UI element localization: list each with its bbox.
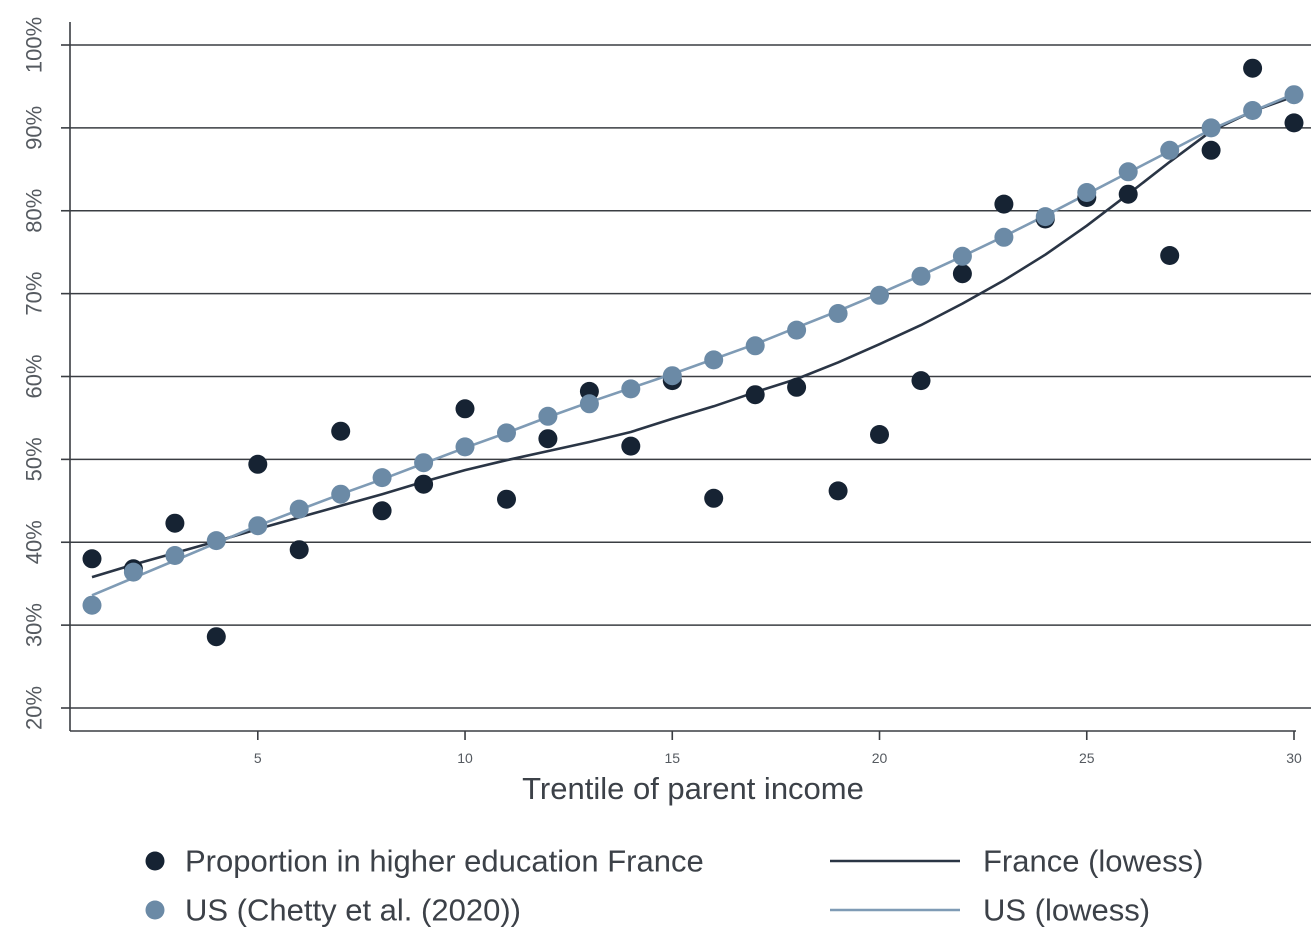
data-point	[745, 336, 765, 356]
data-point	[1243, 101, 1263, 120]
x-axis-label: Trentile of parent income	[522, 771, 864, 806]
gridlines	[70, 44, 1311, 709]
legend-label: US (Chetty et al. (2020))	[185, 893, 521, 928]
series-line	[91, 92, 1295, 597]
data-point	[248, 454, 268, 474]
y-tick-label: 20%	[22, 686, 47, 730]
data-point	[289, 499, 309, 519]
data-point	[372, 501, 392, 521]
data-point	[1243, 58, 1263, 78]
data-point	[1201, 140, 1221, 160]
data-point	[1160, 140, 1180, 160]
x-tick-label: 5	[254, 750, 262, 766]
data-point	[1118, 184, 1138, 204]
legend: Proportion in higher education France Fra…	[145, 844, 1204, 928]
x-tick-label: 15	[664, 750, 680, 766]
data-point	[1284, 113, 1304, 133]
data-point	[331, 421, 351, 441]
y-tick-label: 80%	[22, 189, 47, 233]
data-point	[455, 399, 475, 419]
data-point	[828, 304, 848, 323]
data-point	[82, 595, 102, 615]
data-point	[870, 425, 889, 444]
data-point	[828, 481, 848, 501]
data-point	[745, 385, 765, 405]
data-point	[870, 285, 889, 305]
data-point	[1160, 246, 1180, 265]
x-tick-label: 20	[872, 750, 888, 766]
data-point	[206, 627, 226, 647]
y-axis-ticks: 20% 30% 40% 50% 60% 70% 80% 90% 100%	[22, 17, 70, 730]
y-tick-label: 60%	[22, 354, 47, 398]
data-point	[994, 194, 1014, 214]
x-tick-label: 25	[1079, 750, 1095, 766]
data-point	[123, 562, 143, 582]
data-point	[579, 394, 599, 414]
legend-label: Proportion in higher education France	[185, 844, 704, 879]
data-point	[911, 371, 931, 391]
y-tick-label: 90%	[22, 106, 47, 150]
data-point	[497, 423, 516, 443]
y-tick-label: 40%	[22, 520, 47, 564]
data-point	[82, 549, 102, 569]
y-tick-label: 50%	[22, 437, 47, 481]
data-points	[82, 58, 1304, 647]
legend-label: US (lowess)	[983, 893, 1150, 928]
data-point	[1118, 162, 1138, 182]
x-tick-label: 30	[1286, 750, 1302, 766]
data-point	[538, 406, 558, 426]
data-point	[662, 366, 682, 386]
series-line	[91, 95, 1295, 579]
legend-label: France (lowess)	[983, 844, 1204, 879]
data-point	[248, 516, 268, 536]
data-point	[455, 437, 475, 457]
data-point	[414, 474, 434, 494]
data-point	[165, 513, 185, 533]
y-tick-label: 70%	[22, 272, 47, 316]
data-point	[414, 453, 434, 473]
legend-marker	[145, 900, 165, 920]
data-point	[1201, 118, 1221, 138]
data-point	[165, 546, 185, 565]
data-point	[621, 436, 641, 456]
data-point	[621, 379, 641, 399]
data-point	[952, 264, 972, 284]
data-point	[538, 429, 558, 449]
data-point	[952, 246, 972, 266]
data-point	[331, 484, 351, 504]
x-axis	[69, 22, 1296, 732]
data-point	[1284, 85, 1304, 105]
data-point	[497, 489, 516, 509]
x-axis-ticks: 5 10 15 20 25 30	[254, 731, 1302, 766]
data-point	[289, 540, 309, 560]
y-tick-label: 30%	[22, 603, 47, 647]
y-tick-label: 100%	[22, 17, 47, 73]
data-point	[787, 320, 807, 340]
data-point	[1035, 207, 1055, 227]
data-point	[1077, 183, 1097, 202]
data-point	[206, 531, 226, 551]
data-point	[372, 468, 392, 488]
lowess-lines	[91, 92, 1295, 597]
legend-marker	[145, 851, 165, 871]
data-point	[994, 227, 1014, 247]
data-point	[704, 488, 724, 508]
data-point	[704, 350, 724, 370]
data-point	[787, 377, 807, 397]
x-tick-label: 10	[457, 750, 473, 766]
data-point	[911, 266, 931, 286]
